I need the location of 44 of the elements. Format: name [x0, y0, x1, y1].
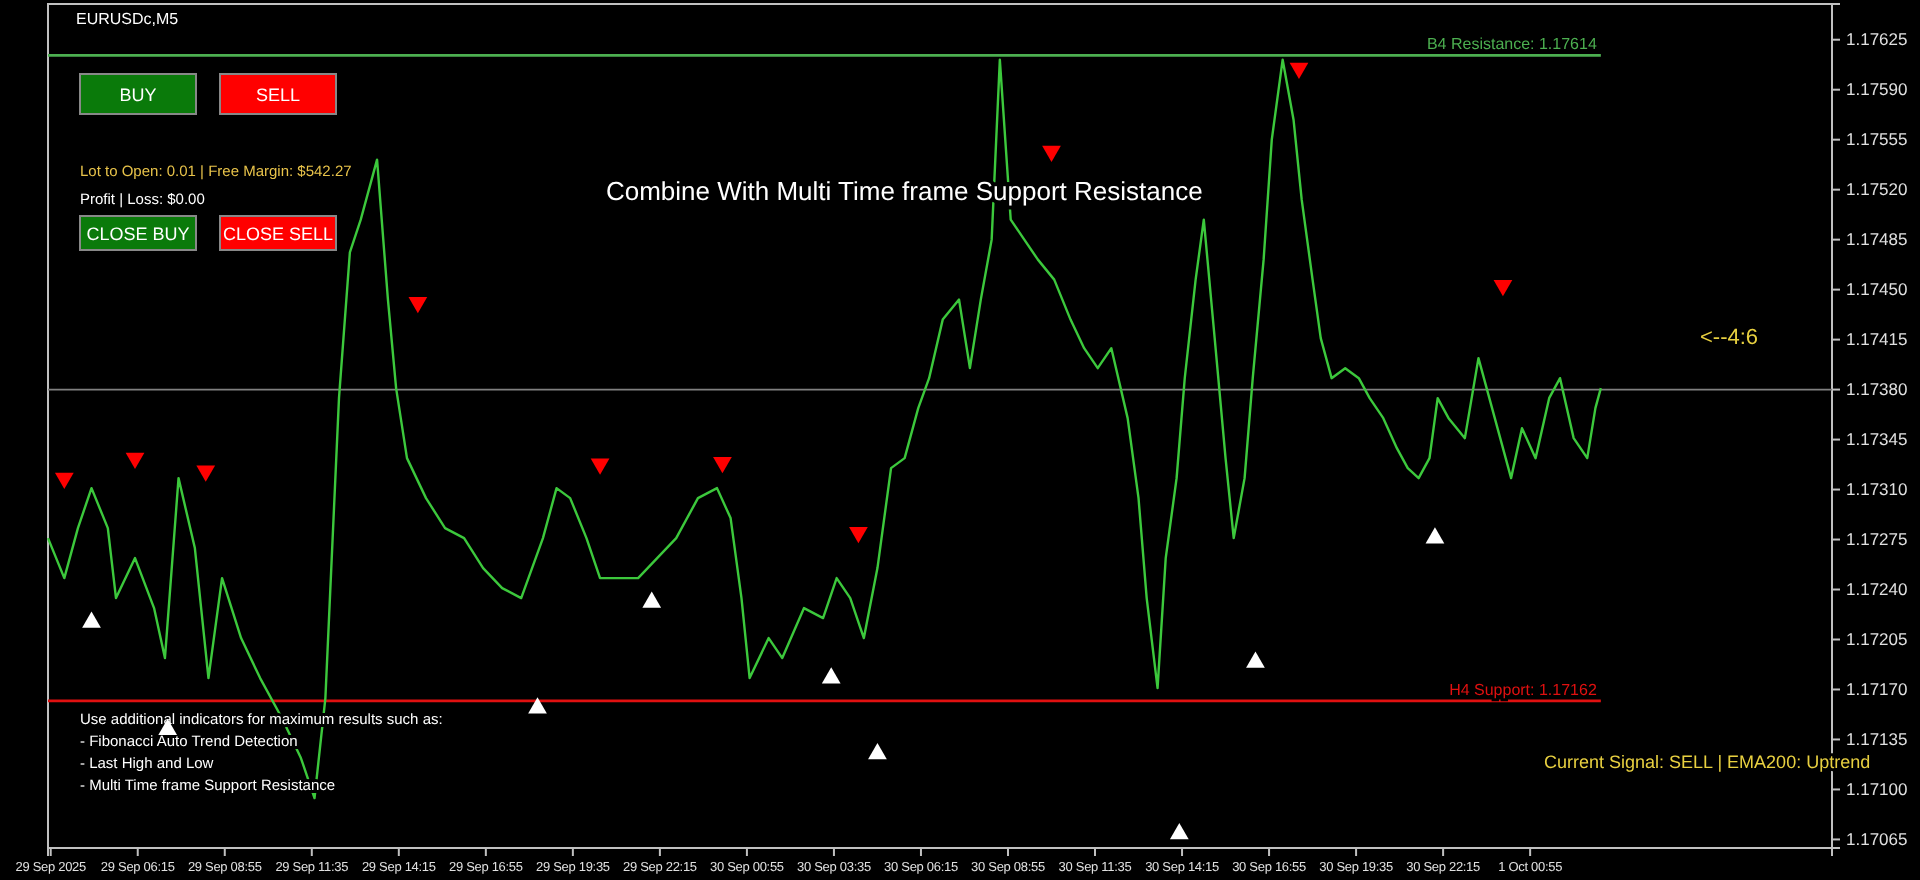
y-tick-label: 1.17625: [1846, 29, 1908, 50]
y-tick-label: 1.17100: [1846, 778, 1908, 799]
point: [1493, 279, 1513, 297]
annotation: SELL: [255, 85, 301, 105]
y-tick-label: 1.17345: [1846, 429, 1908, 450]
y-tick-label: 1.17170: [1846, 678, 1908, 699]
point: [125, 452, 145, 469]
point: [868, 742, 887, 760]
point: [590, 458, 610, 475]
y-tick-label: 1.17555: [1846, 129, 1908, 150]
point: [196, 465, 216, 482]
point: [54, 472, 74, 489]
annotation: <--4:6: [1700, 326, 1759, 350]
point: [528, 697, 547, 714]
annotation: EURUSDc,M5: [76, 10, 180, 28]
annotation: BUY: [119, 85, 157, 105]
point: [821, 667, 841, 684]
y-tick-label: 1.17135: [1846, 728, 1908, 749]
point: [849, 526, 868, 544]
y-tick-label: 1.17205: [1846, 628, 1908, 649]
point: [1169, 822, 1189, 840]
point: [82, 611, 101, 628]
point: [1042, 145, 1061, 162]
y-tick-label: 1.17310: [1846, 478, 1908, 499]
point: [1246, 651, 1265, 668]
y-tick-label: 1.17590: [1846, 79, 1908, 100]
ref-line-label: B4 Resistance: 1.17614: [1426, 35, 1598, 54]
annotation: CLOSE SELL: [222, 224, 334, 244]
y-tick-label: 1.17240: [1846, 578, 1908, 599]
annotation: CLOSE BUY: [86, 224, 190, 244]
y-tick-label: 1.17275: [1846, 528, 1908, 549]
y-tick-label: 1.17450: [1846, 279, 1908, 300]
y-tick-label: 1.17415: [1846, 329, 1908, 350]
y-tick-label: 1.17520: [1846, 179, 1908, 200]
y-tick-label: 1.17065: [1846, 828, 1908, 849]
point: [1289, 62, 1309, 80]
point: [408, 297, 428, 314]
point: [1425, 527, 1445, 544]
point: [642, 591, 662, 608]
y-tick-label: 1.17485: [1846, 229, 1908, 250]
ref-line-label: H4 Support: 1.17162: [1449, 680, 1598, 699]
point: [713, 457, 732, 474]
y-tick-label: 1.17380: [1846, 379, 1908, 400]
line-series: [46, 58, 1603, 800]
